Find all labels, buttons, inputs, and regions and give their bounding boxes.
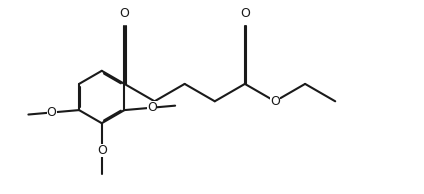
Text: O: O [47,106,56,119]
Text: O: O [270,95,280,108]
Text: O: O [97,144,107,157]
Text: O: O [240,7,250,20]
Text: O: O [120,7,129,20]
Text: O: O [147,101,157,114]
